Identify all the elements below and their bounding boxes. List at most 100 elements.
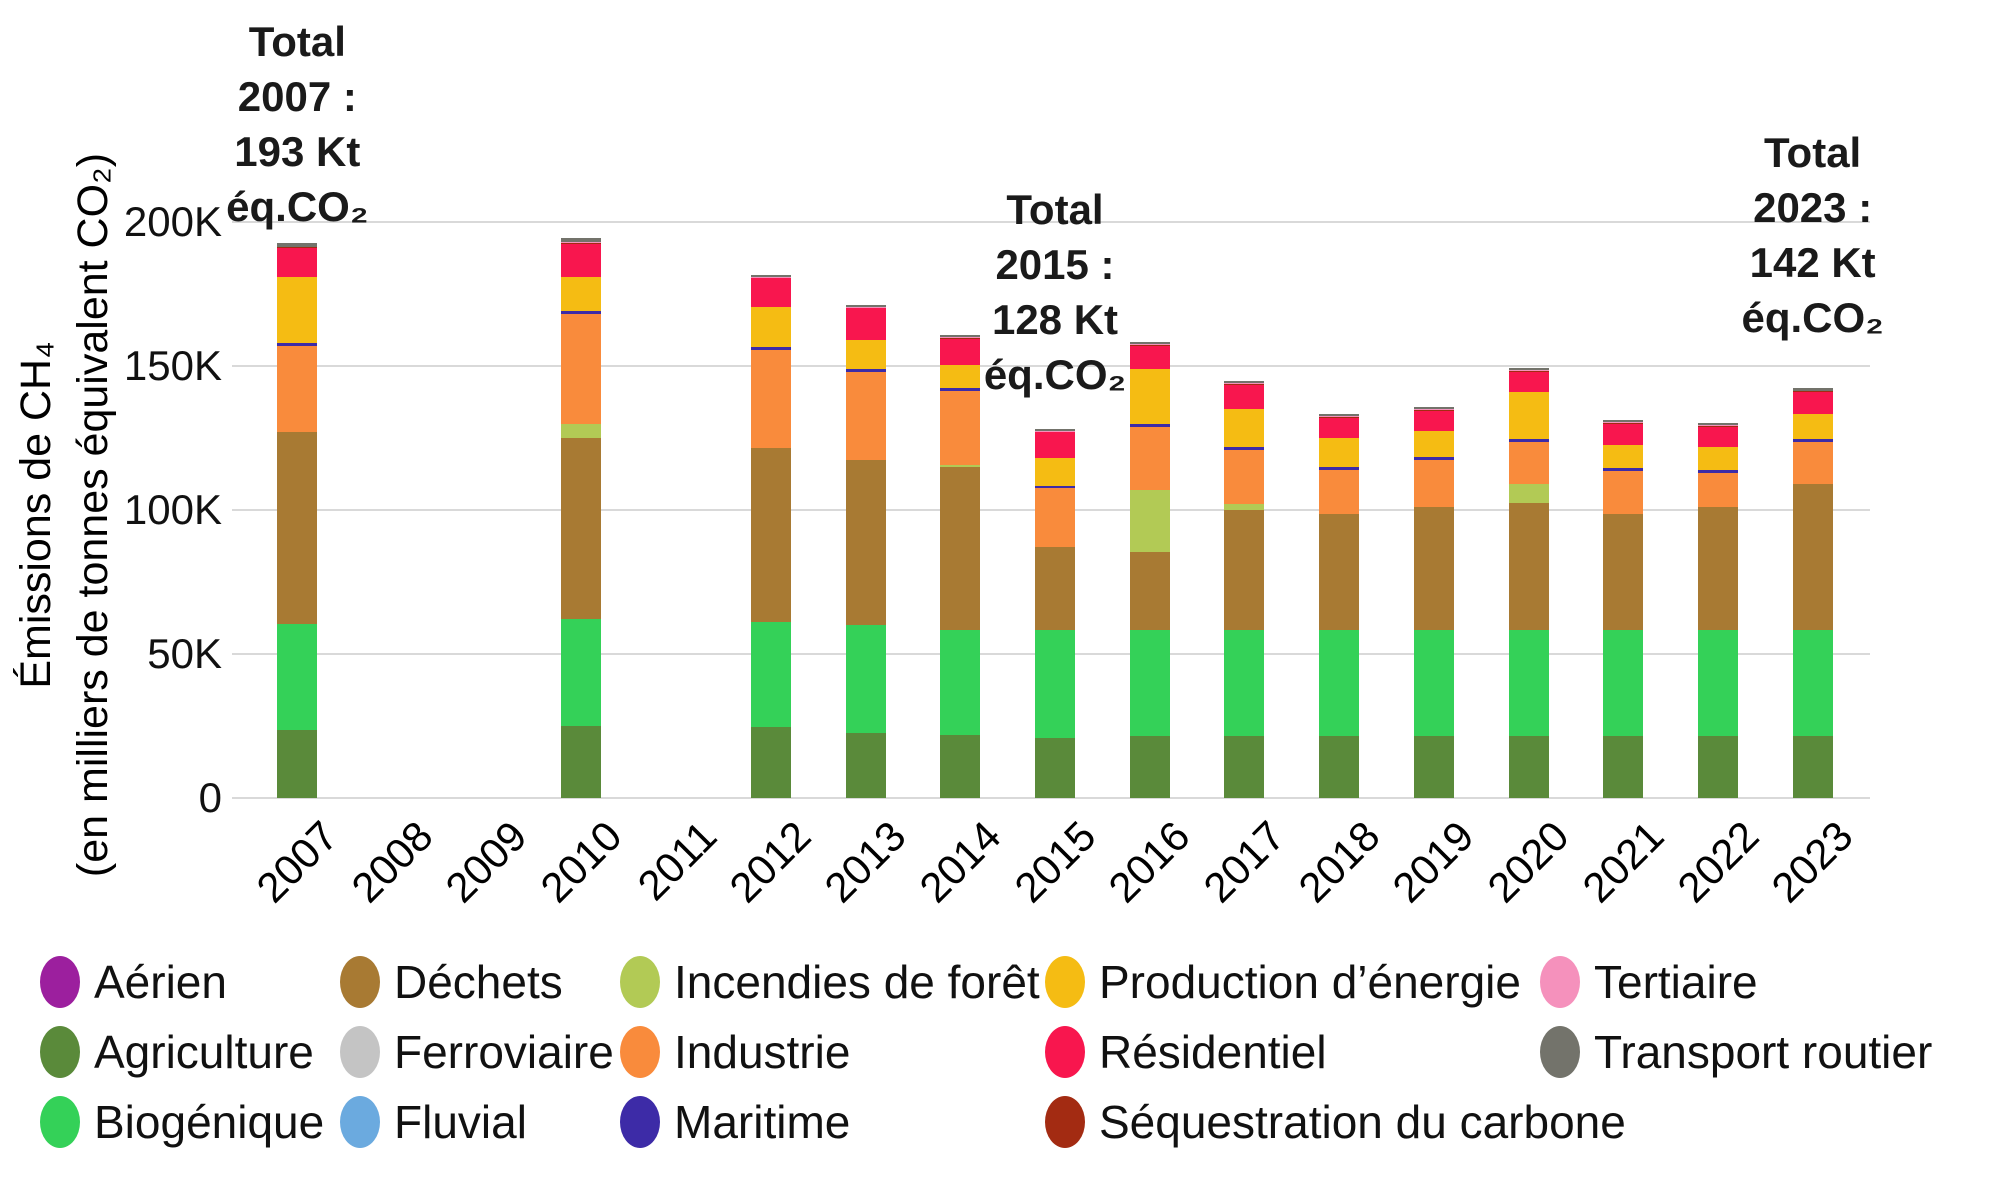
gridline-200K <box>232 221 1870 223</box>
bar-segment-2019-Biogénique <box>1413 629 1454 737</box>
bar-segment-2020-Biogénique <box>1508 629 1549 737</box>
plot-area: 0 50K 100K 150K 200K <box>124 198 1870 821</box>
bar-segment-2010-Déchets <box>561 438 602 620</box>
bar-segment-2018-Maritime <box>1319 466 1360 470</box>
bar-segment-2016-Biogénique <box>1129 629 1170 737</box>
bar-segment-2013-Séquestration du carbone <box>845 307 886 309</box>
legend-swatch-icon <box>1045 1026 1085 1078</box>
legend-row-3: Biogénique Fluvial Maritime Séquestration d… <box>0 1095 2000 1159</box>
annotation-line: éq.CO₂ <box>1741 294 1884 341</box>
bar-segment-2022-Production d’énergie <box>1697 446 1738 470</box>
bar-slot-2009 <box>439 222 534 798</box>
gridline-150K <box>232 365 1870 367</box>
legend-item-Déchets: Déchets <box>340 955 563 1009</box>
annotation-line: Total <box>1006 186 1104 233</box>
bar-segment-2019-Transport routier <box>1413 406 1454 410</box>
bar-segment-2017-Tertiaire <box>1224 383 1265 385</box>
legend-label: Maritime <box>674 1096 851 1148</box>
bar-segment-2010-Transport routier <box>561 238 602 243</box>
bar-segment-2020-Agriculture <box>1508 736 1549 798</box>
x-tick-2014: 2014 <box>910 812 1010 912</box>
bar-segment-2023-Maritime <box>1792 439 1833 443</box>
bar-segment-2014-Maritime <box>940 387 981 391</box>
bar-segment-2023-Séquestration du carbone <box>1792 391 1833 392</box>
y-tick-0: 0 <box>198 774 222 821</box>
bar-segment-2021-Résidentiel <box>1603 423 1644 446</box>
bar-segment-2016-Industrie <box>1129 426 1170 490</box>
annotation-line: éq.CO₂ <box>983 351 1127 398</box>
bar-segment-2018-Agriculture <box>1319 736 1360 798</box>
annotation-line: 2007 : <box>237 73 357 120</box>
bar-segment-2019-Agriculture <box>1413 736 1454 798</box>
y-tick-50K: 50K <box>147 630 222 677</box>
legend-label: Séquestration du carbone <box>1099 1096 1626 1148</box>
bar-segment-2012-Déchets <box>750 448 791 623</box>
bar-segment-2015-Résidentiel <box>1034 432 1075 459</box>
legend-label: Agriculture <box>94 1026 314 1078</box>
legend-swatch-icon <box>340 956 380 1008</box>
legend-label: Tertiaire <box>1594 956 1758 1008</box>
bar-2015 <box>1034 428 1075 798</box>
bar-segment-2020-Industrie <box>1508 442 1549 485</box>
y-axis-title-line1: Émissions de CH₄ <box>12 341 60 689</box>
bar-segment-2015-Transport routier <box>1034 428 1075 431</box>
legend: Aérien Déchets Incendies de forêt Productio… <box>0 955 2000 1185</box>
bar-segment-2020-Séquestration du carbone <box>1508 371 1549 372</box>
x-tick-2008: 2008 <box>341 812 442 912</box>
bar-segment-2014-Tertiaire <box>940 337 981 339</box>
bar-slot-2007 <box>250 222 345 798</box>
legend-swatch-icon <box>40 1026 80 1078</box>
bar-slot-2019 <box>1386 222 1481 798</box>
bar-2020 <box>1508 368 1549 798</box>
bar-segment-2013-Industrie <box>845 371 886 460</box>
annotation-line: Total <box>248 18 346 65</box>
legend-item-Ferroviaire: Ferroviaire <box>340 1025 614 1079</box>
bar-segment-2007-Agriculture <box>277 730 318 798</box>
legend-item-Fluvial: Fluvial <box>340 1095 527 1149</box>
bar-segment-2014-Transport routier <box>940 334 981 338</box>
bar-2016 <box>1129 342 1170 798</box>
legend-item-Maritime: Maritime <box>620 1095 850 1149</box>
bar-2014 <box>940 334 981 798</box>
bar-segment-2023-Déchets <box>1792 484 1833 630</box>
bar-segment-2022-Résidentiel <box>1697 426 1738 447</box>
x-tick-2013: 2013 <box>815 812 915 912</box>
bar-slot-2012 <box>724 222 819 798</box>
legend-swatch-icon <box>40 1096 80 1148</box>
bar-segment-2020-Déchets <box>1508 502 1549 630</box>
bar-slot-2021 <box>1576 222 1671 798</box>
x-tick-2023: 2023 <box>1762 812 1862 912</box>
bar-segment-2010-Industrie <box>561 314 602 424</box>
bar-slot-2015 <box>1008 222 1103 798</box>
x-tick-2018: 2018 <box>1289 812 1389 912</box>
bar-segment-2021-Séquestration du carbone <box>1603 423 1644 424</box>
bar-segment-2017-Incendies de forêt <box>1224 504 1265 511</box>
legend-item-Aérien: Aérien <box>40 955 227 1009</box>
legend-swatch-icon <box>1540 956 1580 1008</box>
bar-segment-2014-Incendies de forêt <box>940 465 981 467</box>
bar-segment-2020-Incendies de forêt <box>1508 484 1549 503</box>
bar-segment-2014-Production d’énergie <box>940 364 981 388</box>
legend-label: Production d’énergie <box>1099 956 1521 1008</box>
bar-segment-2022-Industrie <box>1697 472 1738 508</box>
bar-segment-2014-Séquestration du carbone <box>940 338 981 339</box>
bar-segment-2012-Maritime <box>750 347 791 351</box>
bar-segment-2016-Production d’énergie <box>1129 368 1170 424</box>
bar-segment-2012-Biogénique <box>750 622 791 728</box>
bar-segment-2018-Production d’énergie <box>1319 438 1360 467</box>
bar-segment-2021-Transport routier <box>1603 419 1644 423</box>
bar-segment-2023-Tertiaire <box>1792 390 1833 392</box>
x-tick-2011: 2011 <box>628 812 726 910</box>
bar-segment-2018-Biogénique <box>1319 629 1360 737</box>
total-annotation-2023: Total 2023 : 142 Kt éq.CO₂ <box>1741 125 1883 345</box>
bar-segment-2012-Industrie <box>750 350 791 449</box>
bar-segment-2016-Transport routier <box>1129 342 1170 345</box>
bar-segment-2021-Déchets <box>1603 514 1644 630</box>
bar-segment-2016-Déchets <box>1129 551 1170 630</box>
bar-segment-2013-Tertiaire <box>845 307 886 308</box>
annotation-line: 2015 : <box>995 241 1115 288</box>
bar-2021 <box>1603 419 1644 798</box>
legend-swatch-icon <box>620 956 660 1008</box>
bar-segment-2018-Résidentiel <box>1319 417 1360 439</box>
